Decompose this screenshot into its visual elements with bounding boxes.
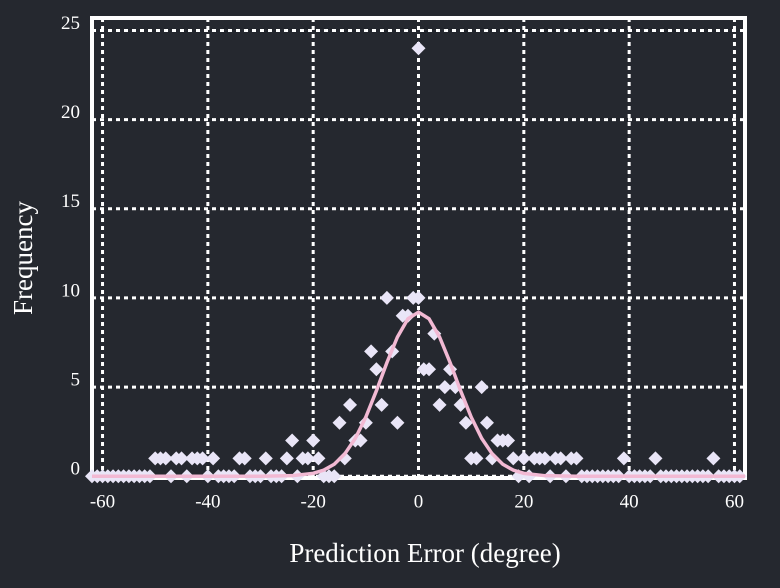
data-point: [432, 397, 447, 412]
fit-curve: [92, 310, 745, 478]
data-point: [174, 451, 189, 466]
data-point: [206, 451, 221, 466]
data-point: [327, 469, 342, 484]
data-point: [537, 451, 552, 466]
data-point: [311, 451, 326, 466]
data-point: [237, 451, 252, 466]
data-point: [306, 433, 321, 448]
data-point: [485, 451, 500, 466]
y-tick-label: 0: [71, 459, 81, 480]
data-point: [422, 362, 437, 377]
y-tick-label: 20: [61, 102, 80, 123]
data-point: [706, 451, 721, 466]
x-tick-label: 60: [725, 491, 744, 512]
x-tick-label: 20: [514, 491, 533, 512]
data-point: [516, 451, 531, 466]
data-point: [337, 451, 352, 466]
data-point: [648, 451, 663, 466]
y-tick-label: 5: [71, 369, 81, 390]
data-point: [400, 308, 415, 323]
data-point: [195, 451, 210, 466]
data-point: [437, 380, 452, 395]
y-tick-label: 10: [61, 280, 80, 301]
data-point: [332, 415, 347, 430]
data-point: [158, 451, 173, 466]
data-point: [258, 451, 273, 466]
data-point: [479, 415, 494, 430]
data-point: [569, 451, 584, 466]
data-point: [364, 344, 379, 359]
data-point: [300, 451, 315, 466]
data-point: [469, 451, 484, 466]
x-axis-title: Prediction Error (degree): [289, 538, 560, 568]
data-point: [411, 290, 426, 305]
data-point: [458, 415, 473, 430]
x-tick-label: -20: [301, 491, 326, 512]
data-point: [390, 415, 405, 430]
data-point: [616, 451, 631, 466]
x-tick-label: -60: [90, 491, 115, 512]
x-tick-label: 40: [620, 491, 639, 512]
plot-frame: [90, 16, 747, 480]
y-axis-title: Frequency: [8, 201, 38, 315]
x-tick-label: 0: [414, 491, 424, 512]
data-point: [411, 41, 426, 56]
data-point: [369, 362, 384, 377]
x-tick-label: -40: [195, 491, 220, 512]
data-point: [285, 433, 300, 448]
data-point: [374, 397, 389, 412]
data-point: [379, 290, 394, 305]
data-point: [506, 451, 521, 466]
y-tick-label: 15: [61, 191, 80, 212]
data-point: [501, 433, 516, 448]
data-point: [474, 380, 489, 395]
data-point: [279, 451, 294, 466]
data-point: [553, 451, 568, 466]
y-tick-label: 25: [61, 13, 80, 34]
data-point: [343, 397, 358, 412]
